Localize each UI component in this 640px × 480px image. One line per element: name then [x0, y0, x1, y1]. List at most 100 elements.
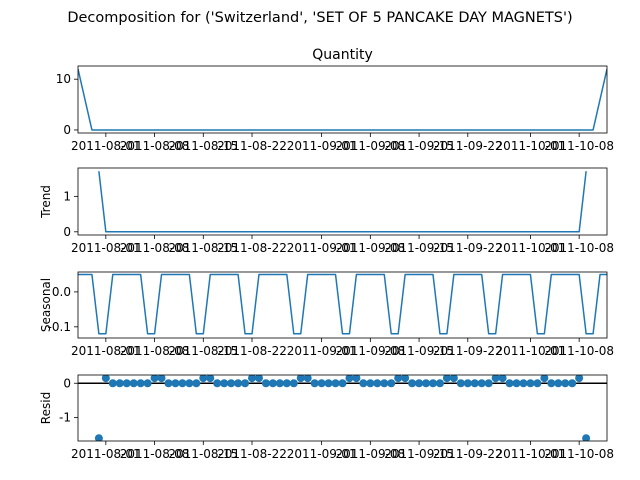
x-tick-label: 2011-10-01: [496, 447, 566, 461]
residual-point: [477, 379, 486, 388]
y-tick-label: 0: [63, 376, 71, 390]
x-tick-label: 2011-08-01: [71, 241, 141, 255]
residual-point: [178, 379, 187, 388]
residual-point: [352, 375, 361, 383]
x-tick-label: 2011-09-01: [287, 447, 357, 461]
subplot-4: Resid0-12011-08-012011-08-082011-08-1520…: [39, 374, 614, 461]
x-tick-label: 2011-09-22: [433, 344, 503, 358]
x-tick-label: 2011-08-22: [217, 241, 287, 255]
residual-point: [547, 379, 556, 388]
subplot-2: Trend012011-08-012011-08-082011-08-15201…: [39, 167, 614, 255]
residual-point: [561, 379, 570, 388]
x-tick-label: 2011-10-08: [544, 241, 614, 255]
x-tick-label: 2011-09-15: [384, 344, 454, 358]
x-tick-label: 2011-09-08: [335, 241, 405, 255]
residual-point: [401, 375, 410, 383]
y-axis-label: Resid: [39, 392, 53, 424]
residual-point: [206, 375, 215, 383]
y-tick-label: 0.0: [52, 285, 71, 299]
residual-point: [422, 379, 431, 388]
subplot-title: Quantity: [312, 47, 373, 63]
subplot-3: Seasonal0.0-0.12011-08-012011-08-082011-…: [39, 271, 614, 358]
y-tick-label: -0.1: [48, 320, 71, 334]
x-tick-label: 2011-08-22: [217, 447, 287, 461]
figure-suptitle: Decomposition for ('Switzerland', 'SET O…: [67, 10, 572, 26]
plot-area: [98, 171, 587, 233]
series-line: [78, 68, 607, 131]
x-tick-label: 2011-10-08: [544, 139, 614, 153]
residual-point: [122, 379, 131, 388]
x-tick-label: 2011-09-08: [335, 447, 405, 461]
residual-point: [220, 379, 229, 388]
residual-point: [157, 375, 166, 383]
residual-point: [296, 375, 305, 383]
x-tick-label: 2011-09-08: [335, 139, 405, 153]
x-tick-label: 2011-08-08: [120, 241, 190, 255]
x-tick-label: 2011-08-08: [120, 447, 190, 461]
y-tick-label: -1: [59, 411, 71, 425]
x-tick-label: 2011-09-01: [287, 139, 357, 153]
residual-point: [213, 379, 222, 388]
subplot-panels: Quantity0102011-08-012011-08-082011-08-1…: [39, 47, 614, 461]
residual-point: [540, 375, 549, 383]
residual-point: [442, 375, 451, 383]
residual-point: [519, 379, 528, 388]
residual-point: [415, 379, 424, 388]
residual-point: [575, 375, 584, 383]
x-tick-label: 2011-10-08: [544, 447, 614, 461]
x-tick-label: 2011-10-01: [496, 241, 566, 255]
plot-area: [78, 375, 607, 441]
x-tick-label: 2011-09-22: [433, 139, 503, 153]
residual-point: [241, 379, 250, 388]
y-axis-label: Seasonal: [39, 278, 53, 332]
residual-point: [136, 379, 145, 388]
residual-point: [234, 379, 243, 388]
y-tick-label: 0: [63, 123, 71, 137]
residual-point: [512, 379, 521, 388]
residual-point: [331, 379, 340, 388]
residual-point: [533, 379, 542, 388]
residual-point: [115, 379, 124, 388]
x-tick-label: 2011-09-22: [433, 447, 503, 461]
residual-point: [268, 379, 277, 388]
residual-point: [101, 375, 110, 383]
x-tick-label: 2011-08-01: [71, 139, 141, 153]
residual-point: [143, 379, 152, 388]
residual-point: [498, 375, 507, 383]
residual-point: [227, 379, 236, 388]
residual-point: [470, 379, 479, 388]
residual-point: [366, 379, 375, 388]
residual-point: [94, 434, 103, 441]
residual-point: [345, 375, 354, 383]
x-tick-label: 2011-09-15: [384, 447, 454, 461]
residual-point: [484, 379, 493, 388]
residual-point: [359, 379, 368, 388]
x-tick-label: 2011-08-15: [168, 139, 238, 153]
residual-point: [192, 379, 201, 388]
residual-point: [185, 379, 194, 388]
x-tick-label: 2011-09-08: [335, 344, 405, 358]
series-line: [78, 273, 607, 335]
residual-point: [150, 375, 159, 383]
x-tick-label: 2011-09-15: [384, 139, 454, 153]
axes-frame: [77, 167, 608, 236]
residual-point: [164, 379, 173, 388]
axes-frame: [77, 374, 608, 442]
plot-area: [78, 273, 607, 335]
residual-point: [324, 379, 333, 388]
x-tick-label: 2011-08-15: [168, 447, 238, 461]
residual-point: [435, 379, 444, 388]
axes-frame: [77, 65, 608, 134]
residual-point: [463, 379, 472, 388]
residual-point: [491, 375, 500, 383]
y-tick-label: 1: [63, 189, 71, 203]
residual-point: [275, 379, 284, 388]
x-tick-label: 2011-08-15: [168, 344, 238, 358]
residual-point: [449, 375, 458, 383]
x-tick-label: 2011-08-22: [217, 139, 287, 153]
x-tick-label: 2011-10-08: [544, 344, 614, 358]
residual-point: [428, 379, 437, 388]
residual-point: [526, 379, 535, 388]
residual-point: [568, 379, 577, 388]
